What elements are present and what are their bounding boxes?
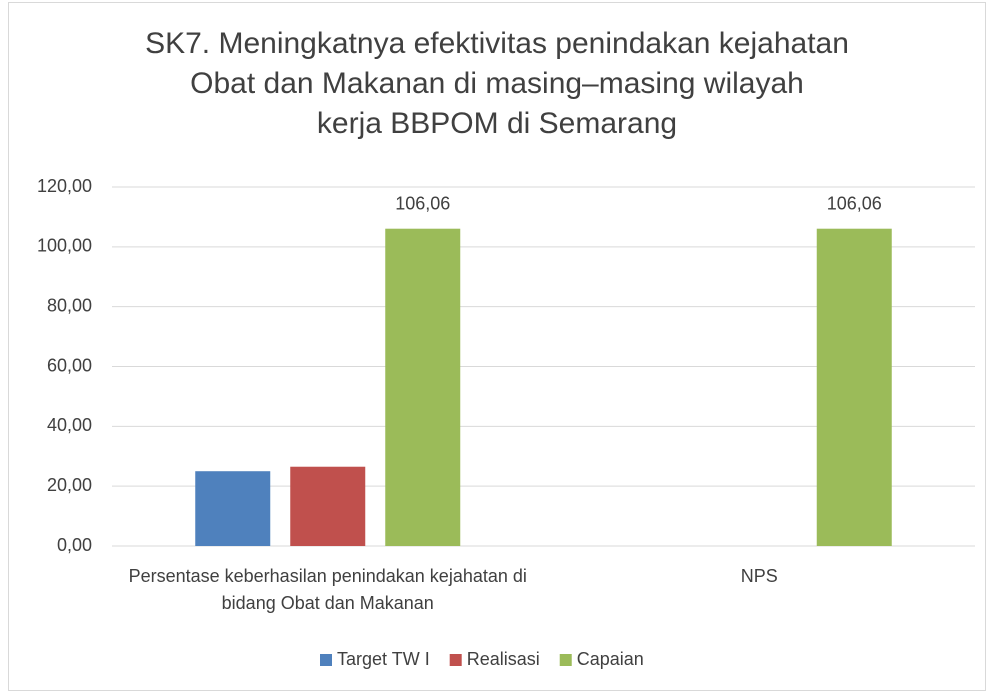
chart-title: SK7. Meningkatnya efektivitas penindakan… <box>145 27 849 60</box>
y-tick-label: 80,00 <box>47 295 92 315</box>
legend-swatch <box>449 654 462 666</box>
bar <box>195 471 271 546</box>
data-label: 106,06 <box>395 193 450 213</box>
legend-label: Realisasi <box>467 649 540 669</box>
bar <box>290 466 366 546</box>
y-tick-label: 120,00 <box>37 176 92 196</box>
legend-label: Capaian <box>577 649 644 669</box>
y-tick-label: 20,00 <box>47 475 92 495</box>
chart-title: kerja BBPOM di Semarang <box>317 107 677 140</box>
chart-title: Obat dan Makanan di masing–masing wilaya… <box>190 67 804 100</box>
legend-swatch <box>320 654 332 666</box>
x-tick-label: NPS <box>740 566 778 586</box>
y-tick-label: 40,00 <box>47 415 92 435</box>
data-label: 106,06 <box>827 193 882 213</box>
legend-swatch <box>559 654 572 666</box>
x-tick-label: Persentase keberhasilan penindakan kejah… <box>128 566 527 613</box>
legend-label: Target TW I <box>337 649 430 669</box>
bar <box>816 228 892 546</box>
y-tick-label: 0,00 <box>57 535 92 555</box>
y-tick-label: 100,00 <box>37 236 92 256</box>
bar <box>385 228 461 546</box>
y-tick-label: 60,00 <box>47 355 92 375</box>
